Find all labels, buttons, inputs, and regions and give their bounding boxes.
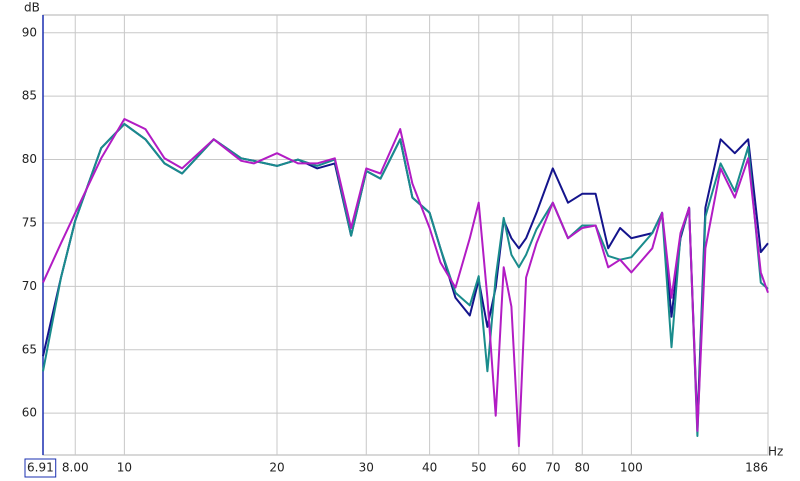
x-tick-label: 6.91	[27, 461, 54, 475]
x-start-box	[24, 458, 57, 478]
y-axis-label: dB	[24, 1, 40, 15]
x-tick-label: 30	[359, 461, 374, 475]
x-tick-label: 8.00	[62, 461, 89, 475]
x-tick-label: 50	[471, 461, 486, 475]
x-tick-label: 60	[511, 461, 526, 475]
y-tick-label: 90	[22, 25, 37, 39]
x-axis-label: Hz	[768, 445, 783, 459]
series-line	[42, 118, 769, 448]
y-tick-label: 70	[22, 279, 37, 293]
y-tick-label: 60	[22, 406, 37, 420]
y-tick-label: 85	[22, 89, 37, 103]
y-tick-label: 65	[22, 342, 37, 356]
x-tick-label: 40	[422, 461, 437, 475]
x-tick-label: 100	[620, 461, 643, 475]
x-tick-label: 186	[745, 461, 768, 475]
x-tick-label: 20	[269, 461, 284, 475]
x-tick-label: 10	[117, 461, 132, 475]
x-tick-label: 70	[545, 461, 560, 475]
x-tick-label: 80	[575, 461, 590, 475]
y-tick-label: 80	[22, 152, 37, 166]
plot-area	[42, 14, 769, 456]
y-tick-label: 75	[22, 215, 37, 229]
